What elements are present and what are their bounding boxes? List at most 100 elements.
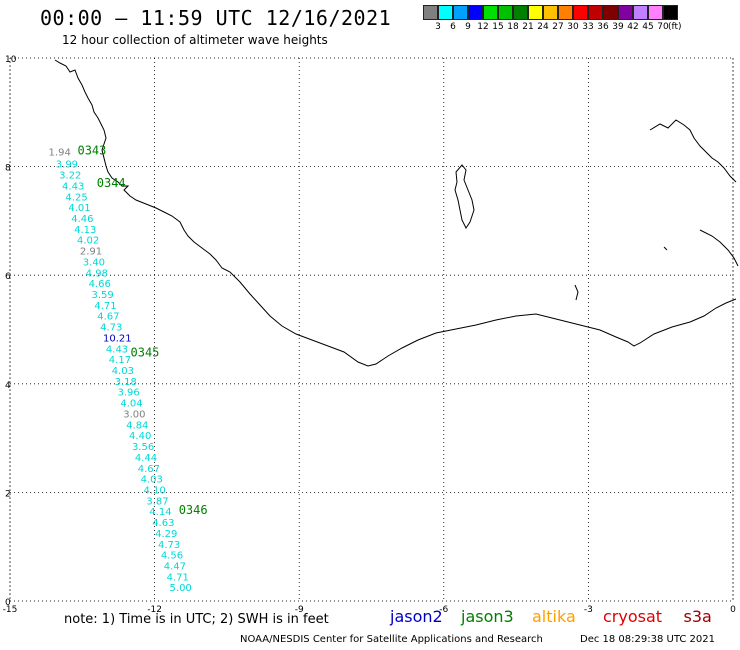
- legend-label: 42: [627, 22, 639, 32]
- legend-swatch: [648, 5, 663, 20]
- wave-height-value: 4.84: [126, 420, 148, 431]
- wave-height-value: 5.00: [170, 583, 192, 594]
- legend-swatch: [618, 5, 633, 20]
- legend-label: 3: [435, 22, 441, 32]
- footer-note: note: 1) Time is in UTC; 2) SWH is in fe…: [64, 612, 329, 627]
- x-tick-label: -15: [3, 605, 18, 615]
- legend-swatch: [558, 5, 573, 20]
- wave-height-value: 4.47: [164, 562, 186, 573]
- satellite-name: jason3: [461, 607, 514, 626]
- wave-height-value: 3.87: [146, 496, 168, 507]
- wave-height-value: 4.14: [149, 507, 171, 518]
- legend-label: 21: [522, 22, 534, 32]
- wave-height-value: 4.03: [141, 475, 163, 486]
- wave-height-value: 4.29: [155, 529, 177, 540]
- wave-height-value: 4.13: [74, 225, 96, 236]
- credit-text: NOAA/NESDIS Center for Satellite Applica…: [240, 634, 543, 645]
- y-tick-label: 0: [5, 598, 11, 608]
- wave-height-value: 3.40: [83, 257, 105, 268]
- altimeter-track: 1.943.993.224.434.254.014.464.134.022.91…: [49, 144, 208, 595]
- legend-swatch: [468, 5, 483, 20]
- x-tick-label: -3: [584, 605, 593, 615]
- wave-height-value: 3.22: [59, 171, 81, 182]
- legend-label: 70: [657, 22, 669, 32]
- wave-height-value: 4.10: [144, 485, 166, 496]
- wave-height-value: 4.73: [158, 540, 180, 551]
- satellite-name: s3a: [683, 607, 712, 626]
- legend-label: 39: [612, 22, 624, 32]
- legend-swatch: [483, 5, 498, 20]
- wave-height-value: 3.99: [56, 160, 78, 171]
- wave-height-value: 4.63: [152, 518, 174, 529]
- legend-label: 30: [567, 22, 579, 32]
- legend-label: 24: [537, 22, 549, 32]
- legend-swatch: [663, 5, 678, 20]
- legend-swatch: [423, 5, 438, 20]
- coast-west-africa: [54, 59, 737, 367]
- legend-label: 18: [507, 22, 519, 32]
- wave-height-value: 4.25: [65, 192, 87, 203]
- x-tick-label: 0: [730, 605, 736, 615]
- legend-swatches: [423, 5, 678, 20]
- wave-height-value: 4.66: [89, 279, 111, 290]
- coast-lake: [454, 164, 475, 229]
- x-tick-label: -12: [147, 605, 162, 615]
- wave-height-value: 4.43: [62, 181, 84, 192]
- wave-height-value: 4.40: [129, 431, 151, 442]
- wave-height-value: 4.67: [138, 464, 160, 475]
- legend-swatch: [453, 5, 468, 20]
- wave-height-value: 4.71: [94, 301, 116, 312]
- wave-height-value: 3.00: [123, 409, 145, 420]
- legend-swatch: [588, 5, 603, 20]
- satellite-name: jason2: [390, 607, 443, 626]
- wave-height-value: 4.43: [106, 344, 128, 355]
- time-label: 0346: [179, 503, 208, 517]
- wave-height-value: 10.21: [103, 333, 132, 344]
- timestamp: Dec 18 08:29:38 UTC 2021: [580, 634, 715, 645]
- map-title: 00:00 – 11:59 UTC 12/16/2021: [40, 6, 392, 30]
- time-label: 0343: [77, 144, 106, 158]
- satellite-name: cryosat: [603, 607, 663, 626]
- wave-height-value: 4.04: [120, 399, 142, 410]
- lat-lon-grid: [9, 57, 734, 602]
- color-scale-legend: (ft) 3 6 9 12 15 18 21 24 27 30 33 36 39 42 45 70: [423, 5, 682, 32]
- y-tick-label: 4: [5, 381, 11, 391]
- legend-swatch: [573, 5, 588, 20]
- wave-height-value: 3.59: [91, 290, 113, 301]
- wave-height-value: 4.71: [167, 572, 189, 583]
- coast-east: [649, 119, 737, 183]
- legend-label: 36: [597, 22, 609, 32]
- wave-height-value: 4.67: [97, 312, 119, 323]
- x-tick-label: -9: [295, 605, 304, 615]
- legend-swatch: [498, 5, 513, 20]
- coast-islet: [574, 284, 579, 301]
- legend-unit: (ft): [668, 22, 682, 32]
- wave-height-value: 4.01: [68, 203, 90, 214]
- legend-swatch: [528, 5, 543, 20]
- time-label: 0345: [131, 346, 160, 360]
- legend-swatch: [633, 5, 648, 20]
- y-tick-label: 10: [5, 55, 17, 65]
- satellite-name: altika: [532, 607, 576, 626]
- wave-height-value: 3.56: [132, 442, 154, 453]
- axis-labels: -15 -12 -9 -6 -3 0 0 2 4 6 8 10: [3, 55, 736, 615]
- wave-height-value: 4.44: [135, 453, 157, 464]
- time-label: 0344: [97, 176, 126, 190]
- legend-label: 33: [582, 22, 594, 32]
- legend-label: 45: [642, 22, 654, 32]
- legend-swatch: [603, 5, 618, 20]
- y-tick-label: 2: [5, 489, 11, 499]
- wave-height-value: 3.96: [117, 388, 139, 399]
- legend-label: 27: [552, 22, 564, 32]
- legend-label: 9: [465, 22, 471, 32]
- wave-height-value: 4.02: [77, 236, 99, 247]
- wave-height-value: 4.98: [86, 268, 108, 279]
- legend-labels: (ft) 3 6 9 12 15 18 21 24 27 30 33 36 39 42 45 70: [423, 20, 681, 32]
- wave-height-value: 4.46: [71, 214, 93, 225]
- x-tick-label: -6: [439, 605, 448, 615]
- legend-label: 12: [477, 22, 489, 32]
- y-tick-label: 8: [5, 164, 11, 174]
- map-subtitle: 12 hour collection of altimeter wave hei…: [62, 33, 328, 47]
- map-frame: [9, 57, 734, 602]
